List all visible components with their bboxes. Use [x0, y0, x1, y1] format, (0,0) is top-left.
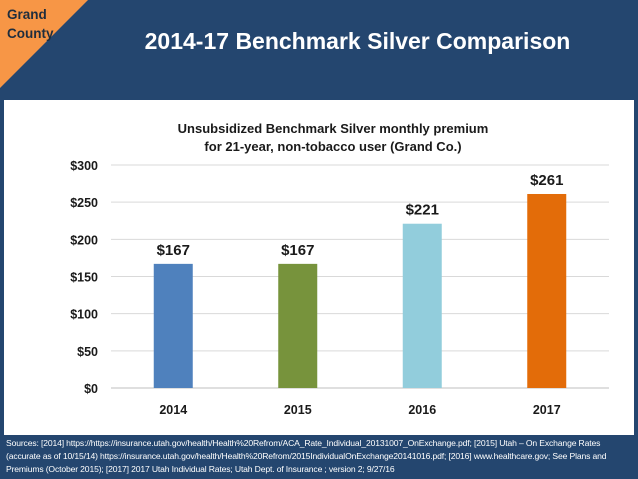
county-corner-tab — [0, 0, 88, 88]
x-tick-label: 2017 — [533, 403, 561, 417]
y-tick-label: $200 — [70, 233, 98, 247]
county-label-line1: Grand — [7, 7, 47, 22]
y-tick-label: $150 — [70, 271, 98, 285]
data-label: $261 — [530, 172, 563, 189]
bar-2014 — [153, 263, 193, 388]
bar-2016 — [402, 223, 442, 388]
chart-title-line2: for 21-year, non-tobacco user (Grand Co.… — [204, 139, 461, 154]
y-tick-label: $0 — [84, 382, 98, 396]
chart-title-line1: Unsubsidized Benchmark Silver monthly pr… — [178, 121, 489, 136]
y-tick-label: $300 — [70, 159, 98, 173]
data-label: $167 — [281, 242, 314, 259]
sources-footnote: Sources: [2014] https://https://insuranc… — [6, 438, 607, 474]
slide-header: Grand County 2014-17 Benchmark Silver Co… — [0, 0, 638, 98]
x-tick-label: 2016 — [408, 403, 436, 417]
y-tick-label: $50 — [77, 345, 98, 359]
data-label: $221 — [406, 202, 439, 219]
bar-2015 — [278, 263, 318, 388]
y-tick-label: $250 — [70, 196, 98, 210]
county-label: Grand County — [7, 5, 54, 43]
bar-2017 — [527, 193, 567, 388]
data-label: $167 — [157, 242, 190, 259]
x-tick-label: 2014 — [159, 403, 187, 417]
x-tick-label: 2015 — [284, 403, 312, 417]
slide-title: 2014-17 Benchmark Silver Comparison — [144, 28, 571, 54]
county-label-line2: County — [7, 26, 54, 41]
chart-panel: Unsubsidized Benchmark Silver monthly pr… — [4, 100, 634, 435]
bar-chart: Unsubsidized Benchmark Silver monthly pr… — [70, 121, 609, 417]
y-tick-label: $100 — [70, 308, 98, 322]
